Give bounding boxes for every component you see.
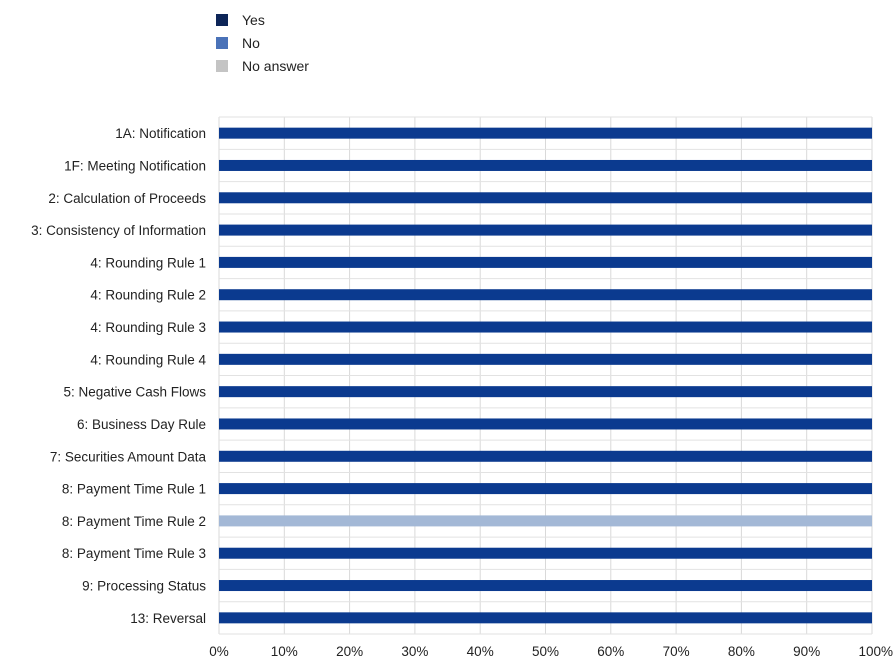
legend-swatch xyxy=(216,36,228,49)
bar-yes xyxy=(219,127,872,139)
category-label: 7: Securities Amount Data xyxy=(50,449,207,464)
category-label: 1A: Notification xyxy=(115,126,206,141)
bar-yes xyxy=(219,192,872,204)
category-label: 2: Calculation of Proceeds xyxy=(48,191,206,206)
legend-label: No xyxy=(242,34,260,51)
x-tick-label: 70% xyxy=(663,644,690,659)
category-label: 9: Processing Status xyxy=(82,579,206,594)
category-label: 4: Rounding Rule 1 xyxy=(90,255,206,270)
legend-item-no-answer: No answer xyxy=(216,54,309,77)
x-tick-label: 50% xyxy=(532,644,559,659)
x-tick-label: 80% xyxy=(728,644,755,659)
bar-yes xyxy=(219,224,872,236)
category-label: 13: Reversal xyxy=(130,611,206,626)
category-label: 8: Payment Time Rule 1 xyxy=(62,482,206,497)
bar-yes xyxy=(219,159,872,171)
bar-yes xyxy=(219,256,872,268)
x-tick-label: 10% xyxy=(271,644,298,659)
x-tick-label: 0% xyxy=(209,644,229,659)
legend-label: Yes xyxy=(242,11,265,28)
x-tick-label: 40% xyxy=(467,644,494,659)
legend-swatch xyxy=(216,13,228,26)
bar-yes xyxy=(219,580,872,592)
bar-yes xyxy=(219,353,872,365)
category-label: 4: Rounding Rule 3 xyxy=(90,320,206,335)
legend-label: No answer xyxy=(242,57,309,74)
category-label: 8: Payment Time Rule 2 xyxy=(62,514,206,529)
category-label: 3: Consistency of Information xyxy=(31,223,206,238)
x-tick-label: 60% xyxy=(597,644,624,659)
bar-yes xyxy=(219,612,872,624)
bar-yes xyxy=(219,450,872,462)
bar-yes xyxy=(219,418,872,430)
legend-swatch xyxy=(216,59,228,72)
category-label: 6: Business Day Rule xyxy=(77,417,206,432)
category-label: 8: Payment Time Rule 3 xyxy=(62,546,206,561)
bar-yes xyxy=(219,483,872,495)
category-label: 5: Negative Cash Flows xyxy=(63,385,206,400)
legend-item-no: No xyxy=(216,31,309,54)
bar-yes xyxy=(219,547,872,559)
x-tick-label: 90% xyxy=(793,644,820,659)
bar-no-answer xyxy=(219,515,872,527)
x-tick-label: 30% xyxy=(401,644,428,659)
x-tick-label: 100% xyxy=(858,644,893,659)
legend: Yes No No answer xyxy=(216,8,309,77)
bar-yes xyxy=(219,386,872,398)
category-label: 4: Rounding Rule 4 xyxy=(90,352,206,367)
bar-yes xyxy=(219,321,872,333)
category-label: 1F: Meeting Notification xyxy=(64,158,206,173)
x-tick-label: 20% xyxy=(336,644,363,659)
bar-yes xyxy=(219,289,872,301)
category-label: 4: Rounding Rule 2 xyxy=(90,288,206,303)
legend-item-yes: Yes xyxy=(216,8,309,31)
